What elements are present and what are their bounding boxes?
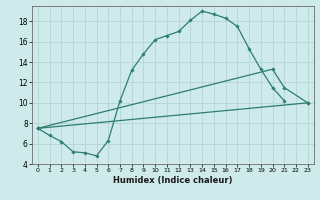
- X-axis label: Humidex (Indice chaleur): Humidex (Indice chaleur): [113, 176, 233, 185]
